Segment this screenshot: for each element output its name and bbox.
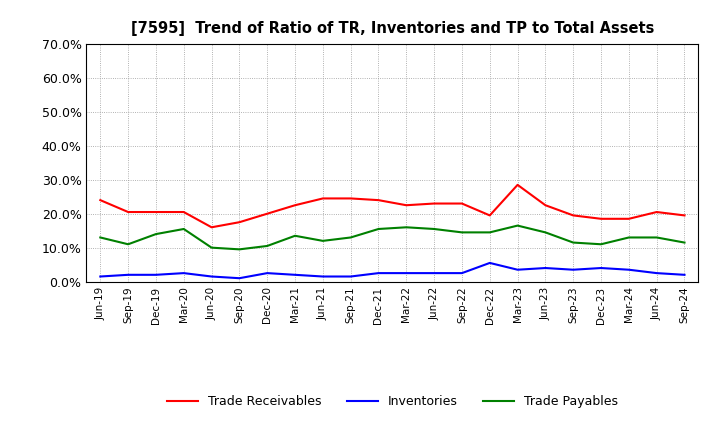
Trade Receivables bbox=[235, 220, 243, 225]
Trade Receivables bbox=[680, 213, 689, 218]
Trade Payables bbox=[179, 226, 188, 231]
Inventories bbox=[652, 271, 661, 276]
Trade Receivables bbox=[569, 213, 577, 218]
Trade Receivables bbox=[263, 211, 271, 216]
Trade Payables bbox=[430, 226, 438, 231]
Trade Receivables bbox=[402, 202, 410, 208]
Trade Payables bbox=[458, 230, 467, 235]
Trade Payables bbox=[485, 230, 494, 235]
Inventories bbox=[569, 267, 577, 272]
Trade Receivables bbox=[430, 201, 438, 206]
Trade Receivables bbox=[485, 213, 494, 218]
Trade Receivables bbox=[541, 202, 550, 208]
Inventories bbox=[402, 271, 410, 276]
Trade Payables bbox=[569, 240, 577, 245]
Trade Payables bbox=[402, 225, 410, 230]
Line: Inventories: Inventories bbox=[100, 263, 685, 278]
Inventories bbox=[263, 271, 271, 276]
Inventories bbox=[235, 275, 243, 281]
Inventories bbox=[597, 265, 606, 271]
Trade Payables bbox=[513, 223, 522, 228]
Trade Receivables bbox=[513, 182, 522, 187]
Trade Receivables bbox=[624, 216, 633, 221]
Inventories bbox=[318, 274, 327, 279]
Trade Receivables bbox=[124, 209, 132, 215]
Title: [7595]  Trend of Ratio of TR, Inventories and TP to Total Assets: [7595] Trend of Ratio of TR, Inventories… bbox=[131, 21, 654, 36]
Trade Receivables bbox=[458, 201, 467, 206]
Line: Trade Payables: Trade Payables bbox=[100, 226, 685, 249]
Inventories bbox=[346, 274, 355, 279]
Trade Payables bbox=[318, 238, 327, 243]
Trade Payables bbox=[263, 243, 271, 249]
Inventories bbox=[541, 265, 550, 271]
Inventories bbox=[624, 267, 633, 272]
Trade Receivables bbox=[96, 198, 104, 203]
Trade Receivables bbox=[346, 196, 355, 201]
Legend: Trade Receivables, Inventories, Trade Payables: Trade Receivables, Inventories, Trade Pa… bbox=[162, 390, 623, 413]
Inventories bbox=[513, 267, 522, 272]
Inventories bbox=[152, 272, 161, 278]
Inventories bbox=[96, 274, 104, 279]
Trade Receivables bbox=[318, 196, 327, 201]
Trade Receivables bbox=[597, 216, 606, 221]
Trade Payables bbox=[541, 230, 550, 235]
Trade Receivables bbox=[291, 202, 300, 208]
Trade Payables bbox=[96, 235, 104, 240]
Trade Payables bbox=[680, 240, 689, 245]
Trade Receivables bbox=[207, 225, 216, 230]
Trade Receivables bbox=[179, 209, 188, 215]
Trade Payables bbox=[597, 242, 606, 247]
Inventories bbox=[207, 274, 216, 279]
Inventories bbox=[124, 272, 132, 278]
Trade Payables bbox=[152, 231, 161, 237]
Trade Receivables bbox=[374, 198, 383, 203]
Trade Payables bbox=[235, 247, 243, 252]
Inventories bbox=[374, 271, 383, 276]
Inventories bbox=[430, 271, 438, 276]
Inventories bbox=[458, 271, 467, 276]
Trade Payables bbox=[124, 242, 132, 247]
Trade Payables bbox=[652, 235, 661, 240]
Trade Payables bbox=[346, 235, 355, 240]
Inventories bbox=[291, 272, 300, 278]
Trade Payables bbox=[291, 233, 300, 238]
Inventories bbox=[179, 271, 188, 276]
Inventories bbox=[485, 260, 494, 266]
Trade Receivables bbox=[152, 209, 161, 215]
Trade Payables bbox=[207, 245, 216, 250]
Trade Payables bbox=[374, 226, 383, 231]
Line: Trade Receivables: Trade Receivables bbox=[100, 185, 685, 227]
Inventories bbox=[680, 272, 689, 278]
Trade Receivables bbox=[652, 209, 661, 215]
Trade Payables bbox=[624, 235, 633, 240]
